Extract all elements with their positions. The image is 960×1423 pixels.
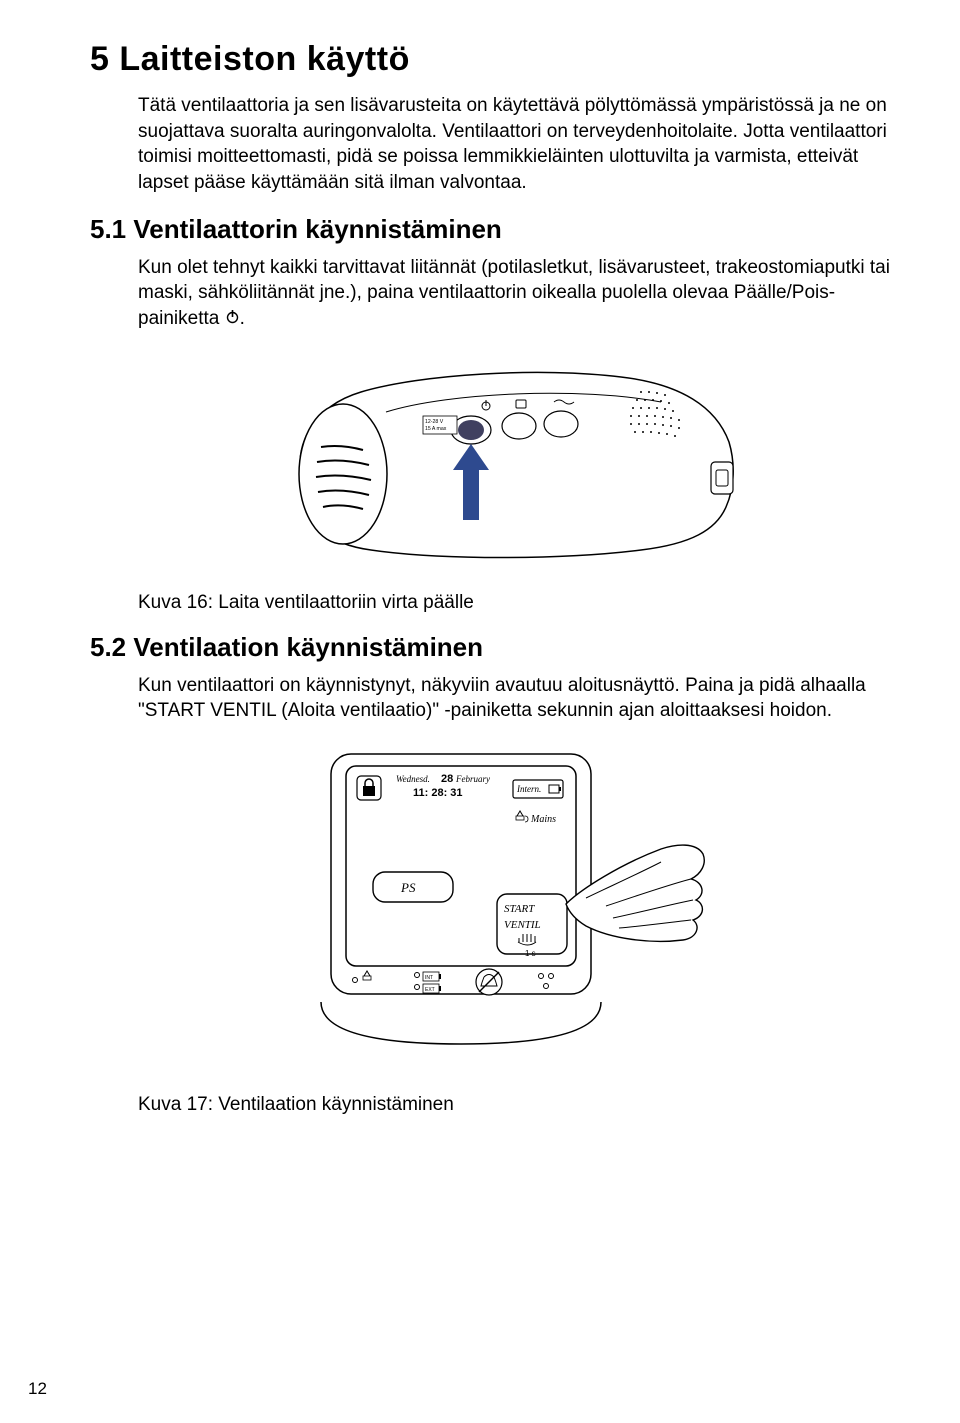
mode-label: PS [400,880,416,895]
date-prefix: Wednesd. [396,774,430,784]
section-5-1-heading: 5.1 Ventilaattorin käynnistäminen [90,214,912,245]
figure-16-caption: Kuva 16: Laita ventilaattoriin virta pää… [138,592,912,614]
batt-int: INT [425,975,433,981]
voltage-line2: 15 A max [425,426,447,432]
date-day: 28 [441,773,453,785]
figure-17-caption: Kuva 17: Ventilaation käynnistäminen [138,1094,912,1116]
date-month: February [455,774,490,784]
start-line1: START [504,903,535,915]
power-icon [225,306,240,332]
section-5-2-heading: 5.2 Ventilaation käynnistäminen [90,632,912,663]
mains-label: Mains [530,814,556,825]
voltage-line1: 12-28 V [425,419,444,425]
section-5-para: Tätä ventilaattoria ja sen lisävarusteit… [138,93,912,196]
page-number: 12 [28,1379,47,1399]
device-illustration: 12-28 V 15 A max [241,352,761,582]
figure-16: 12-28 V 15 A max [90,352,912,582]
section-5-1-para-after: . [240,308,245,329]
battery-label: Intern. [516,784,541,794]
alarm-mute-icon [476,969,502,995]
section-5-2-para: Kun ventilaattori on käynnistynyt, näkyv… [138,673,912,724]
section-5-heading: 5 Laitteiston käyttö [90,40,912,79]
screen-illustration: Wednesd. 28 February 11: 28: 31 Intern. … [291,744,711,1084]
hold-label: 1 s [525,949,536,958]
figure-17: Wednesd. 28 February 11: 28: 31 Intern. … [90,744,912,1084]
section-5-1-para-before: Kun olet tehnyt kaikki tarvittavat liitä… [138,257,890,329]
start-line2: VENTIL [504,919,541,931]
batt-ext: EXT [425,987,435,993]
time: 11: 28: 31 [413,787,463,799]
section-5-1-para: Kun olet tehnyt kaikki tarvittavat liitä… [138,255,912,332]
